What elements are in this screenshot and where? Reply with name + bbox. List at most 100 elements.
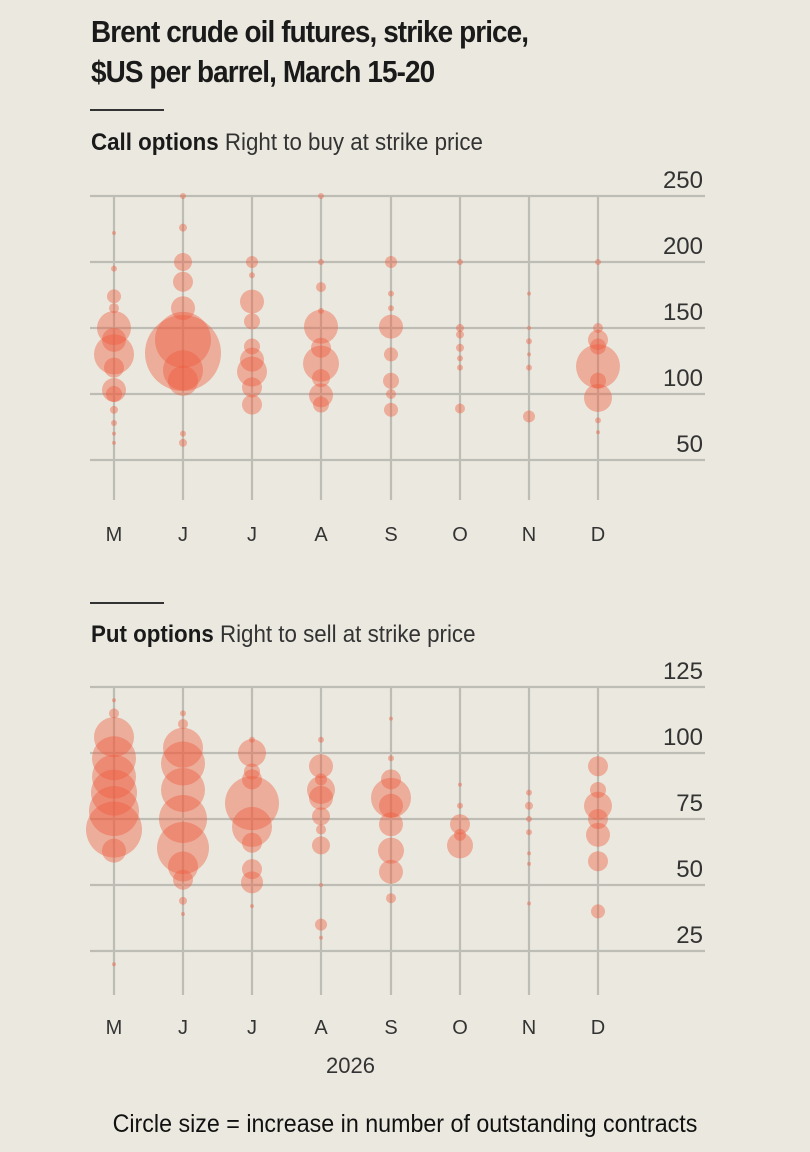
call-bubble: [240, 289, 264, 314]
call-title: Call options: [91, 129, 219, 156]
put-bubble: [527, 851, 531, 856]
call-bubble: [111, 420, 117, 427]
put-title: Put options: [91, 621, 214, 648]
put-bubble: [371, 777, 411, 818]
put-bubble: [381, 769, 401, 790]
put-bubble: [378, 837, 404, 864]
call-bubble: [111, 265, 117, 272]
month-label: D: [591, 1017, 605, 1039]
call-bubble: [457, 355, 463, 362]
put-bubble: [161, 767, 205, 812]
call-bubble: [527, 352, 531, 357]
section-rule: [90, 602, 164, 604]
put-bubble: [163, 727, 203, 768]
put-bubble: [319, 935, 323, 940]
call-bubble: [155, 311, 211, 368]
put-bubble: [526, 816, 532, 822]
call-bubble: [593, 323, 603, 333]
put-bubble: [309, 754, 333, 779]
call-bubble: [240, 347, 264, 372]
call-bubble: [383, 372, 399, 389]
put-bubble: [102, 838, 126, 863]
call-bubble: [527, 326, 531, 330]
put-bubble: [458, 782, 462, 787]
call-bubble: [384, 347, 398, 362]
put-bubble: [241, 871, 263, 894]
month-label: M: [106, 1017, 123, 1039]
month-label: O: [452, 524, 468, 546]
put-bubble: [318, 736, 324, 743]
call-bubble: [455, 403, 465, 414]
call-bubble: [180, 193, 186, 199]
put-bubble: [179, 896, 187, 905]
put-bubble: [584, 791, 612, 820]
call-bubble: [456, 343, 464, 352]
call-bubble: [318, 307, 324, 314]
put-bubble: [588, 851, 608, 872]
call-description: Right to buy at strike price: [224, 129, 483, 156]
put-bubble: [244, 763, 260, 780]
call-bubble: [244, 338, 260, 355]
put-bubble: [225, 776, 279, 831]
call-bubble: [318, 193, 324, 199]
call-bubble: [249, 272, 255, 279]
month-label: J: [247, 1017, 257, 1039]
call-bubble: [304, 309, 338, 344]
call-bubble: [244, 313, 260, 330]
put-bubble: [91, 769, 137, 816]
put-bubble: [112, 698, 116, 703]
call-bubble: [576, 344, 620, 389]
call-bubble: [94, 334, 134, 375]
title-line-1: Brent crude oil futures, strike price,: [91, 14, 529, 49]
call-bubble: [595, 259, 601, 265]
put-bubble: [86, 801, 142, 858]
put-bubble: [242, 832, 262, 853]
put-bubble: [319, 883, 323, 887]
call-bubble: [523, 410, 535, 423]
y-tick-label: 25: [676, 922, 703, 949]
put-bubble: [94, 717, 134, 758]
put-bubble: [388, 755, 394, 762]
put-bubble: [457, 802, 463, 809]
y-tick-label: 50: [676, 431, 703, 458]
call-bubble: [596, 430, 600, 435]
call-bubble: [112, 431, 116, 436]
month-label: A: [314, 1017, 328, 1039]
call-bubble: [174, 253, 192, 271]
call-bubble: [456, 324, 464, 332]
call-bubble: [312, 369, 330, 388]
put-bubble: [92, 754, 136, 799]
call-bubble: [527, 291, 531, 296]
call-bubble: [385, 256, 397, 268]
call-bubble: [388, 305, 394, 312]
month-label: S: [384, 1017, 397, 1039]
call-bubble: [386, 389, 396, 399]
put-bubble: [232, 806, 272, 847]
y-tick-label: 250: [663, 167, 703, 194]
call-bubble: [384, 402, 398, 417]
put-bubble: [386, 893, 396, 904]
put-description: Right to sell at strike price: [219, 621, 476, 648]
call-bubble: [318, 259, 324, 265]
put-bubble: [527, 901, 531, 906]
title-line-2: $US per barrel, March 15-20: [91, 54, 435, 89]
put-bubble: [242, 859, 262, 880]
call-bubble: [104, 357, 124, 378]
month-label: J: [178, 524, 188, 546]
call-bubble: [303, 345, 339, 382]
put-bubble: [526, 789, 532, 796]
call-subtitle: Call options Right to buy at strike pric…: [91, 129, 483, 157]
put-bubble: [315, 773, 327, 786]
call-bubble: [102, 378, 126, 403]
call-bubble: [456, 330, 464, 339]
month-label: N: [522, 524, 536, 546]
put-bubble: [379, 812, 403, 837]
put-bubble: [157, 822, 209, 875]
y-tick-label: 125: [663, 658, 703, 685]
y-tick-label: 200: [663, 233, 703, 260]
put-subtitle: Put options Right to sell at strike pric…: [91, 621, 475, 649]
put-bubble: [173, 869, 193, 890]
put-bubble: [238, 739, 266, 767]
put-bubble: [588, 756, 608, 777]
